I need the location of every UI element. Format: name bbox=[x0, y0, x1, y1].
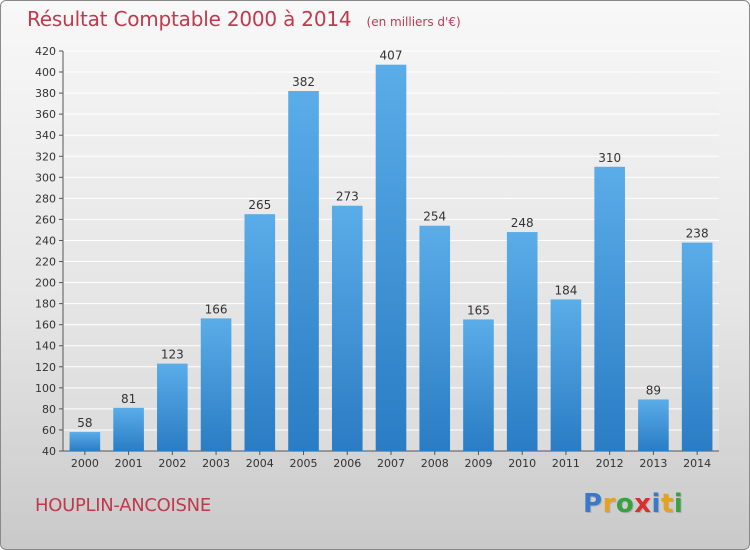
bar bbox=[681, 242, 713, 451]
title-row: Résultat Comptable 2000 à 2014 (en milli… bbox=[27, 7, 461, 31]
x-tick-label: 2000 bbox=[71, 457, 99, 470]
bar-value-label: 382 bbox=[292, 75, 315, 89]
logo-letter: P bbox=[583, 489, 603, 519]
bar-value-label: 166 bbox=[205, 302, 228, 316]
bar-value-label: 184 bbox=[554, 283, 577, 297]
bar bbox=[69, 432, 101, 451]
y-tick-label: 100 bbox=[35, 382, 56, 395]
logo-letter: i bbox=[673, 489, 684, 519]
logo-letter: x bbox=[634, 489, 652, 519]
y-tick-label: 220 bbox=[35, 256, 56, 269]
bar-value-label: 407 bbox=[380, 49, 403, 63]
y-tick-label: 80 bbox=[42, 403, 56, 416]
y-tick-label: 340 bbox=[35, 129, 56, 142]
x-tick-label: 2004 bbox=[246, 457, 274, 470]
x-tick-label: 2014 bbox=[683, 457, 711, 470]
y-tick-label: 140 bbox=[35, 340, 56, 353]
logo-letter: r bbox=[602, 489, 616, 519]
x-tick-label: 2003 bbox=[202, 457, 230, 470]
x-tick-label: 2010 bbox=[508, 457, 536, 470]
bar-value-label: 165 bbox=[467, 303, 490, 317]
x-tick-label: 2008 bbox=[421, 457, 449, 470]
x-tick-label: 2012 bbox=[596, 457, 624, 470]
x-tick-label: 2002 bbox=[158, 457, 186, 470]
bar-value-label: 254 bbox=[423, 210, 446, 224]
bar-value-label: 123 bbox=[161, 348, 184, 362]
x-tick-label: 2005 bbox=[290, 457, 318, 470]
bar bbox=[288, 91, 319, 451]
bar bbox=[331, 205, 363, 451]
logo-letter: o bbox=[615, 489, 635, 519]
proxiti-logo: Proxiti bbox=[583, 489, 683, 519]
y-tick-label: 300 bbox=[35, 171, 56, 184]
bar bbox=[550, 299, 582, 451]
bar-value-label: 273 bbox=[336, 190, 359, 204]
x-tick-label: 2009 bbox=[464, 457, 492, 470]
x-tick-label: 2006 bbox=[333, 457, 361, 470]
bar-value-label: 58 bbox=[77, 416, 92, 430]
y-tick-label: 320 bbox=[35, 150, 56, 163]
y-tick-label: 280 bbox=[35, 192, 56, 205]
bar-value-label: 89 bbox=[646, 383, 661, 397]
bar bbox=[419, 225, 451, 451]
y-tick-label: 180 bbox=[35, 298, 56, 311]
x-tick-label: 2007 bbox=[377, 457, 405, 470]
bar bbox=[506, 232, 538, 451]
y-tick-label: 380 bbox=[35, 87, 56, 100]
bar-value-label: 310 bbox=[598, 151, 621, 165]
y-tick-label: 160 bbox=[35, 319, 56, 332]
x-tick-label: 2011 bbox=[552, 457, 580, 470]
bar-value-label: 248 bbox=[511, 216, 534, 230]
y-tick-label: 200 bbox=[35, 277, 56, 290]
bar-value-label: 81 bbox=[121, 392, 136, 406]
y-tick-label: 60 bbox=[42, 424, 56, 437]
bar bbox=[157, 363, 188, 451]
bar bbox=[638, 399, 669, 451]
commune-name: HOUPLIN-ANCOISNE bbox=[35, 495, 211, 516]
logo-letter: i bbox=[651, 489, 661, 519]
bar bbox=[200, 318, 232, 451]
y-tick-label: 360 bbox=[35, 108, 56, 121]
bar-value-label: 238 bbox=[686, 227, 709, 241]
logo-letter: t bbox=[660, 489, 674, 519]
chart-title: Résultat Comptable 2000 à 2014 bbox=[27, 7, 352, 31]
y-tick-label: 400 bbox=[35, 66, 56, 79]
x-tick-label: 2001 bbox=[115, 457, 143, 470]
y-tick-label: 420 bbox=[35, 45, 56, 58]
bar bbox=[463, 319, 494, 451]
y-tick-label: 240 bbox=[35, 234, 56, 247]
bar bbox=[375, 64, 407, 452]
y-tick-label: 40 bbox=[42, 445, 56, 458]
x-tick-label: 2013 bbox=[639, 457, 667, 470]
y-tick-label: 120 bbox=[35, 361, 56, 374]
bar-value-label: 265 bbox=[248, 198, 271, 212]
y-tick-label: 260 bbox=[35, 213, 56, 226]
bar bbox=[113, 407, 144, 451]
chart-subtitle: (en milliers d'€) bbox=[366, 15, 461, 29]
bar bbox=[594, 166, 625, 451]
bar bbox=[244, 214, 276, 451]
